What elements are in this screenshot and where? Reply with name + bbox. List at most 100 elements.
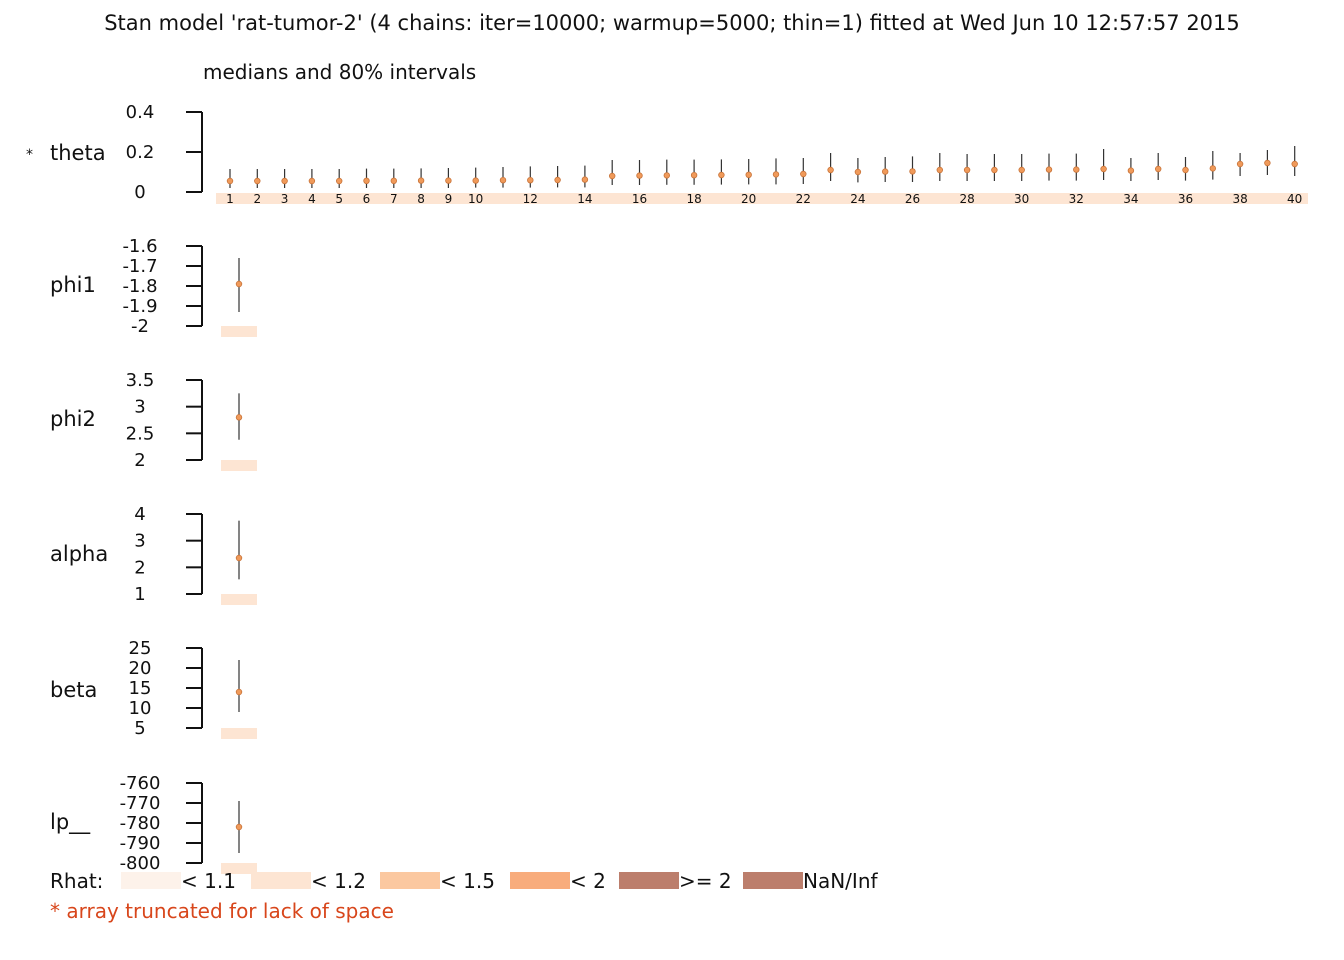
median-point (882, 168, 889, 175)
index-label: 7 (390, 192, 398, 206)
median-point (991, 166, 998, 174)
index-label: 6 (363, 192, 371, 206)
legend-swatch (619, 872, 679, 889)
median-point (827, 166, 834, 174)
y-tick-label: 0.2 (126, 142, 155, 163)
index-label: 32 (1069, 192, 1084, 206)
median-point (235, 280, 243, 288)
rhat-box (221, 460, 257, 471)
median-point (909, 168, 916, 175)
index-label: 2 (253, 192, 261, 206)
index-label: 26 (905, 192, 920, 206)
plot-title: Stan model 'rat-tumor-2' (4 chains: iter… (104, 11, 1240, 35)
param-label: theta (50, 141, 106, 165)
median-point (1264, 159, 1271, 167)
median-point (499, 176, 507, 184)
index-label: 28 (959, 192, 974, 206)
rhat-strip (216, 193, 1308, 204)
median-point (936, 166, 943, 174)
param-label: phi1 (50, 273, 96, 297)
param-label: beta (50, 678, 97, 702)
y-tick-label: 2 (134, 450, 145, 471)
index-label: 14 (577, 192, 592, 206)
median-point (636, 172, 643, 179)
rhat-box (221, 863, 257, 874)
legend-item-label: < 1.2 (311, 869, 366, 893)
median-point (609, 172, 616, 180)
index-label: 34 (1123, 192, 1138, 206)
legend-item-label: < 1.1 (181, 869, 236, 893)
y-tick-label: 0 (134, 182, 145, 203)
y-tick-label: -1.7 (122, 256, 157, 277)
index-label: 8 (417, 192, 425, 206)
y-tick-label: -1.6 (122, 236, 157, 257)
y-tick-label: -760 (120, 773, 161, 794)
y-tick-label: 0.4 (126, 102, 155, 123)
median-point (554, 176, 561, 184)
median-point (445, 177, 452, 184)
legend-label: Rhat: (50, 869, 103, 893)
median-point (336, 177, 343, 185)
y-tick-label: 3 (134, 531, 145, 552)
y-tick-label: -770 (120, 793, 161, 814)
median-point (1127, 167, 1135, 174)
median-point (581, 176, 589, 183)
y-tick-label: -780 (120, 813, 161, 834)
legend-swatch (743, 872, 803, 889)
index-label: 3 (281, 192, 289, 206)
index-label: 22 (796, 192, 811, 206)
truncation-note: * array truncated for lack of space (50, 899, 394, 923)
truncation-marker: * (26, 147, 33, 163)
y-tick-label: 25 (129, 638, 152, 659)
median-point (226, 177, 234, 185)
index-label: 10 (468, 192, 483, 206)
legend-swatch (510, 872, 570, 889)
plot-subtitle: medians and 80% intervals (203, 60, 476, 84)
y-tick-label: -800 (120, 853, 161, 874)
y-tick-label: -1.8 (122, 276, 157, 297)
index-label: 16 (632, 192, 647, 206)
median-point (963, 166, 971, 174)
y-tick-label: 4 (134, 504, 145, 525)
panel-lp--: lp__ -760-770-780-790-800 (50, 773, 257, 874)
index-label: 30 (1014, 192, 1029, 206)
median-point (1100, 165, 1107, 173)
index-label: 38 (1232, 192, 1247, 206)
y-tick-label: 3 (134, 397, 145, 418)
index-label: 20 (741, 192, 756, 206)
median-point (527, 176, 534, 184)
rhat-box (221, 326, 257, 337)
panel-phi2: phi2 3.5 3 2.5 2 (50, 370, 257, 471)
rhat-box (221, 728, 257, 739)
param-label: lp__ (50, 810, 91, 835)
median-point (1236, 160, 1244, 168)
panel-phi1: phi1 -1.6-1.7-1.8-1.9-2 (50, 236, 257, 337)
median-point (1073, 166, 1080, 173)
y-tick-label: 15 (129, 678, 152, 699)
index-label: 12 (523, 192, 538, 206)
median-point (235, 823, 243, 831)
median-point (1154, 165, 1162, 173)
median-point (235, 688, 243, 696)
median-point (308, 177, 316, 185)
median-point (663, 172, 670, 179)
parameter-panels: theta*0.40.20 1 2 3 4 5 6 7 8 9 10 12 14 16 18 20 22 24 26… (26, 102, 1308, 874)
y-tick-label: 3.5 (126, 370, 155, 391)
panel-theta: theta*0.40.20 1 2 3 4 5 6 7 8 9 10 12 14 16 18 20 22 24 26… (26, 102, 1308, 206)
median-point (281, 177, 288, 185)
median-point (690, 171, 698, 179)
median-point (745, 171, 752, 178)
index-label: 24 (850, 192, 865, 206)
legend-item-label: < 2 (570, 869, 606, 893)
y-tick-label: -1.9 (122, 296, 157, 317)
index-label: 9 (445, 192, 453, 206)
median-point (390, 177, 397, 184)
index-label: 18 (686, 192, 701, 206)
median-point (235, 554, 243, 562)
median-point (854, 168, 862, 176)
index-label: 5 (335, 192, 343, 206)
median-point (1045, 166, 1053, 173)
index-label: 4 (308, 192, 316, 206)
